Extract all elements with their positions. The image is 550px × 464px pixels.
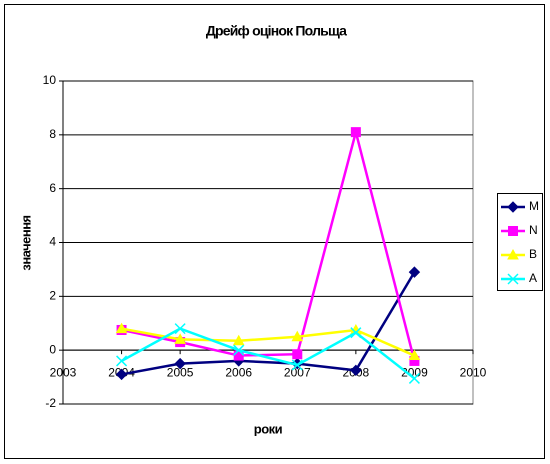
x-tick-label: 2003	[50, 365, 77, 379]
marker	[115, 322, 128, 334]
marker	[174, 333, 186, 344]
legend-box	[497, 193, 543, 291]
marker	[233, 344, 245, 356]
chart-title: Дрейф оцінок Польща	[206, 23, 347, 39]
marker	[350, 127, 361, 138]
marker	[507, 248, 519, 260]
series-line	[121, 271, 416, 376]
marker	[508, 226, 518, 236]
marker	[292, 349, 303, 360]
marker	[174, 323, 186, 335]
marker	[408, 372, 420, 384]
y-tick-label: 10	[43, 73, 57, 87]
legend-label: N	[529, 223, 538, 237]
y-tick-label: 8	[49, 127, 56, 141]
marker	[408, 266, 421, 278]
x-tick-label: 2005	[167, 365, 194, 379]
legend-label: B	[529, 247, 537, 261]
x-axis-label: роки	[254, 421, 283, 436]
marker	[291, 330, 304, 342]
marker	[507, 201, 519, 213]
x-tick-label: 2007	[284, 365, 311, 379]
legend-label: A	[529, 271, 537, 285]
x-tick-label: 2009	[401, 365, 428, 379]
legend-label: M	[529, 199, 539, 213]
series-line	[121, 127, 416, 362]
marker	[174, 357, 186, 370]
y-tick-label: 4	[49, 235, 56, 249]
marker	[116, 355, 128, 367]
marker	[350, 327, 362, 339]
y-tick-label: 0	[49, 342, 56, 356]
series-line	[120, 327, 416, 380]
y-tick-label: 6	[49, 181, 56, 195]
x-tick-label: 2010	[460, 365, 487, 379]
y-tick-label: 2	[49, 289, 56, 303]
y-tick-label: -2	[45, 396, 56, 410]
x-tick-label: 2006	[225, 365, 252, 379]
marker	[115, 368, 128, 381]
marker	[408, 349, 421, 361]
y-axis-label: значення	[18, 215, 33, 270]
marker	[232, 334, 245, 346]
marker	[507, 273, 519, 285]
marker	[350, 364, 362, 377]
series-line	[121, 327, 415, 357]
marker	[291, 359, 303, 371]
